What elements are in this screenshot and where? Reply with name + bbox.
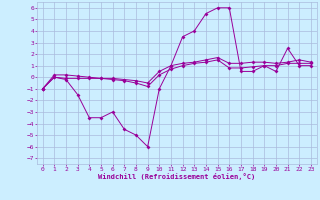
X-axis label: Windchill (Refroidissement éolien,°C): Windchill (Refroidissement éolien,°C) [98,173,255,180]
